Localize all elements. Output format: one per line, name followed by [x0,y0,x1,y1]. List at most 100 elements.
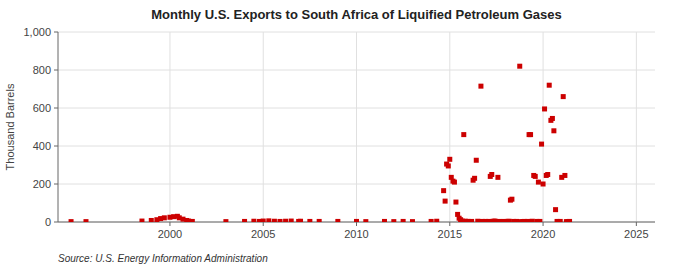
point [461,132,466,137]
y-tick [54,32,58,33]
y-grid-line [58,108,655,109]
point [533,174,538,179]
x-grid-line [543,32,544,222]
point [382,219,387,222]
point [363,219,368,222]
point [69,219,74,222]
point [453,200,458,205]
point [509,197,514,202]
y-tick [54,70,58,71]
x-tick-label: 2000 [158,228,182,240]
point [401,219,406,222]
point [83,219,88,222]
point [307,219,312,222]
x-tick-label: 2015 [438,228,462,240]
point [289,219,294,222]
point [539,142,544,147]
point [149,218,154,222]
point [561,94,566,99]
y-grid-line [58,184,655,185]
point [558,219,563,222]
x-tick [263,222,264,226]
x-tick-label: 2010 [344,228,368,240]
point [410,219,415,222]
y-tick-label: 400 [33,140,51,152]
point [162,215,167,220]
x-tick [169,222,170,226]
y-grid-line [58,146,655,147]
points [69,64,572,222]
x-grid-line [169,32,170,222]
x-tick [356,222,357,226]
point [443,199,448,204]
point [530,219,535,222]
point [190,219,195,222]
point [506,219,511,222]
point [434,219,439,222]
point [551,128,556,133]
grid [58,32,655,222]
y-tick-label: 600 [33,102,51,114]
point [298,219,303,222]
point [536,180,541,185]
point [486,219,491,222]
x-tick [543,222,544,226]
point [567,219,572,222]
y-tick-label: 1,000 [23,26,51,38]
point [469,219,474,222]
y-tick-label: 0 [45,216,51,228]
point [542,106,547,111]
point [537,219,542,222]
point [335,219,340,222]
x-tick-label: 2025 [624,228,648,240]
chart: 20002005201020152020202502004006008001,0… [0,0,675,275]
point [441,188,446,193]
x-grid-line [356,32,357,222]
title: Monthly U.S. Exports to South Africa of … [151,7,562,22]
y-grid-line [58,70,655,71]
point [489,172,494,177]
y-grid-line [58,32,655,33]
point [528,132,533,137]
point [242,219,247,222]
point [278,219,283,222]
point [139,219,144,222]
point [550,116,555,121]
point [514,219,519,222]
point [553,207,558,212]
y-tick [54,222,58,223]
point [541,182,546,187]
y-tick [54,108,58,109]
point [391,219,396,222]
point [562,173,567,178]
point [495,175,500,180]
point [266,218,271,222]
point [478,84,483,89]
point [452,180,457,185]
point [317,219,322,222]
point [354,219,359,222]
x-tick-label: 2005 [251,228,275,240]
point [525,219,530,222]
point [547,83,552,88]
point [251,219,256,222]
point [223,219,228,222]
point [261,219,266,222]
y-tick [54,184,58,185]
y-axis-label: Thousand Barrels [4,83,16,170]
x-grid-line [449,32,450,222]
point [272,219,277,222]
x-grid-line [636,32,637,222]
x-tick [449,222,450,226]
point [283,219,288,222]
point [447,157,452,162]
y-axis: 02004006008001,000 [23,26,58,228]
y-tick-label: 800 [33,64,51,76]
x-tick [636,222,637,226]
point [517,64,522,69]
point [429,219,434,222]
point [446,163,451,168]
y-tick [54,146,58,147]
x-axis: 2000 2005 2010 2015 2020 2025 [58,222,655,240]
x-tick-label: 2020 [531,228,555,240]
